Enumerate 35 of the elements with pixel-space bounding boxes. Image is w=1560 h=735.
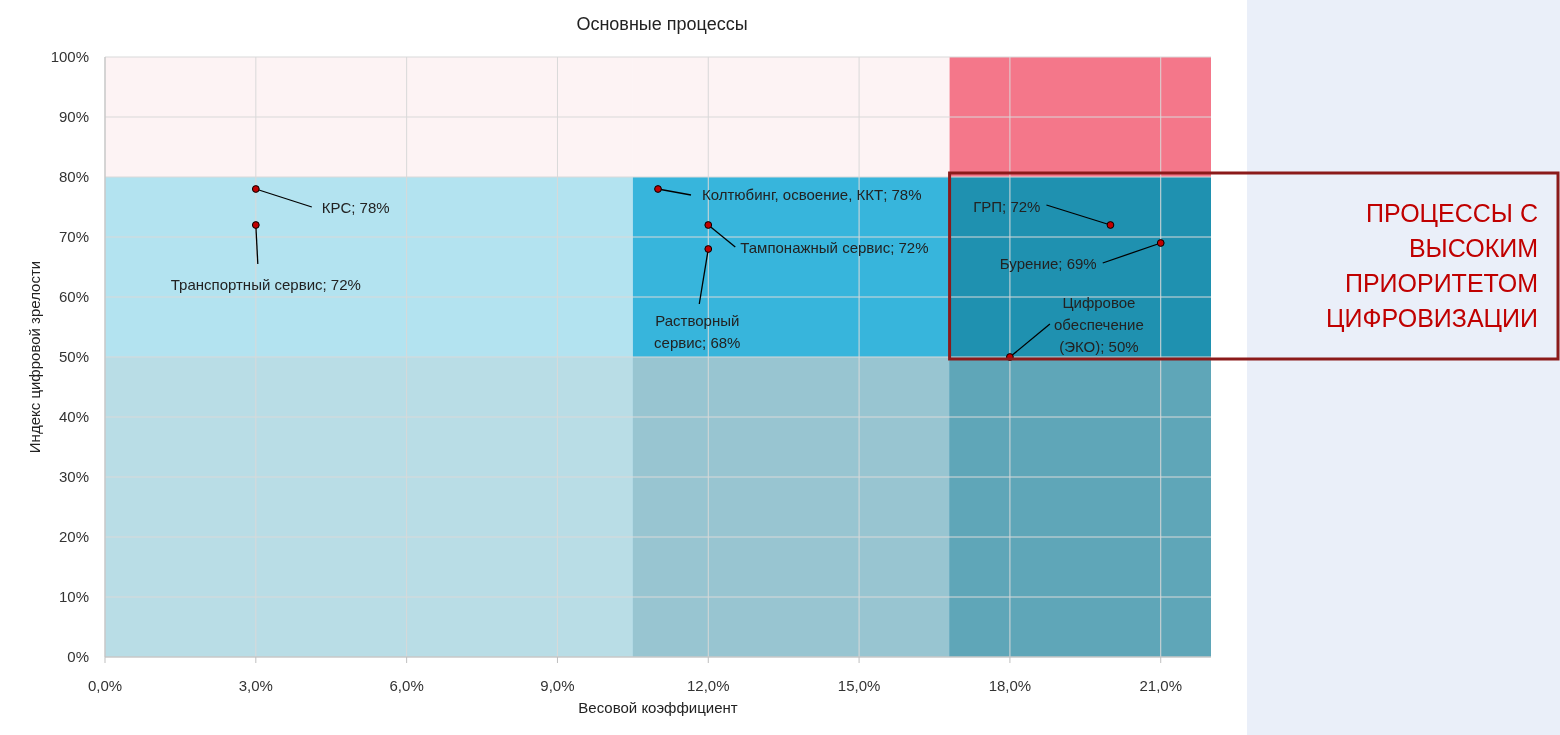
y-tick-label: 0% xyxy=(67,648,89,665)
y-tick-label: 30% xyxy=(58,468,89,485)
data-label: Цифровое обеспечение (ЭКО); 50% xyxy=(1054,294,1144,355)
y-axis-title: Индекс цифровой зрелости xyxy=(26,260,43,454)
y-tick-label: 10% xyxy=(58,588,89,605)
x-tick-label: 15,0% xyxy=(837,677,881,694)
y-tick-label: 100% xyxy=(50,48,89,65)
data-label: КРС; 78% xyxy=(321,199,390,216)
point xyxy=(704,245,713,253)
data-label: Тампонажный сервис; 72% xyxy=(740,239,929,256)
y-tick-label: 50% xyxy=(58,348,89,365)
y-tick-label: 70% xyxy=(58,228,89,245)
x-tick-label: 0,0% xyxy=(87,677,123,694)
x-tick-label: 12,0% xyxy=(687,677,730,694)
point xyxy=(704,221,713,229)
text: ПРОЦЕССЫ С ВЫСОКИМ ПРИОРИТЕТОМ ЦИФРОВИЗАЦИИ xyxy=(1326,199,1538,332)
point xyxy=(654,185,662,193)
point xyxy=(1106,221,1115,229)
y-tick-label: 80% xyxy=(58,168,89,185)
x-axis-title: Весовой коэффициент xyxy=(578,699,738,716)
x-tick-label: 9,0% xyxy=(540,677,575,694)
y-tick-label: 60% xyxy=(58,288,89,305)
point xyxy=(1156,239,1165,247)
x-tick-label: 21,0% xyxy=(1139,677,1182,694)
data-label: Транспортный сервис; 72% xyxy=(170,276,361,293)
y-tick-label: 90% xyxy=(58,108,89,125)
x-tick-label: 18,0% xyxy=(988,677,1032,694)
x-tick-label: 6,0% xyxy=(389,677,424,694)
y-tick-label: 20% xyxy=(58,528,89,545)
point xyxy=(251,221,260,229)
point xyxy=(251,185,260,193)
chart-title: Основные процессы xyxy=(576,14,748,34)
y-tick-label: 40% xyxy=(58,408,89,425)
data-label: ГРП; 72% xyxy=(973,198,1041,215)
x-tick-label: 3,0% xyxy=(238,677,273,694)
